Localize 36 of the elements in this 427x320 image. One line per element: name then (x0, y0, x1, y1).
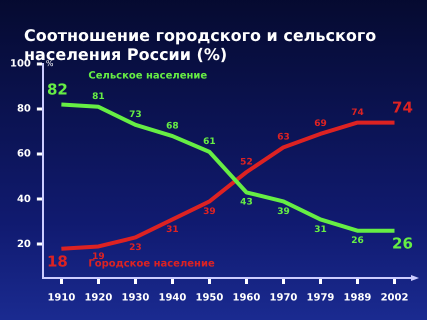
data-label: 52 (240, 157, 253, 168)
data-label: 73 (129, 110, 142, 120)
data-label: 69 (314, 119, 327, 130)
data-label: 31 (314, 224, 327, 235)
x-tick-label: 1970 (270, 292, 298, 304)
x-tick-label: 1979 (306, 292, 334, 304)
x-tick-label: 1960 (232, 292, 260, 304)
x-tick-label: 1950 (196, 292, 224, 304)
data-label: 61 (203, 137, 216, 148)
data-label: 74 (392, 98, 413, 116)
data-label: 18 (46, 252, 68, 271)
data-label: 43 (240, 198, 253, 208)
y-tick-label: 40 (16, 194, 31, 205)
data-label: 31 (166, 224, 179, 235)
data-label: 26 (351, 236, 364, 246)
x-tick-label: 2002 (380, 292, 408, 304)
x-tick-label: 1940 (158, 292, 186, 304)
data-label: 68 (166, 121, 179, 132)
y-tick-label: 20 (16, 238, 31, 250)
y-tick-label: 100 (10, 58, 31, 70)
y-tick-label: 60 (16, 148, 31, 160)
data-label: 39 (203, 206, 216, 217)
data-label: 74 (351, 108, 364, 118)
data-label: 63 (277, 132, 290, 143)
x-tick-label: 1930 (121, 292, 150, 304)
y-tick-label: 80 (16, 104, 31, 115)
y-axis-title: % (46, 59, 54, 68)
data-label: 23 (129, 242, 142, 253)
data-label: 39 (277, 206, 290, 217)
x-tick-label: 1989 (344, 292, 372, 304)
data-label: 82 (46, 80, 68, 98)
data-label: 81 (92, 92, 105, 102)
text: Сельское население (88, 70, 208, 82)
data-label: 26 (392, 234, 413, 253)
x-tick-label: 1910 (47, 292, 76, 304)
x-tick-label: 1920 (84, 292, 112, 304)
